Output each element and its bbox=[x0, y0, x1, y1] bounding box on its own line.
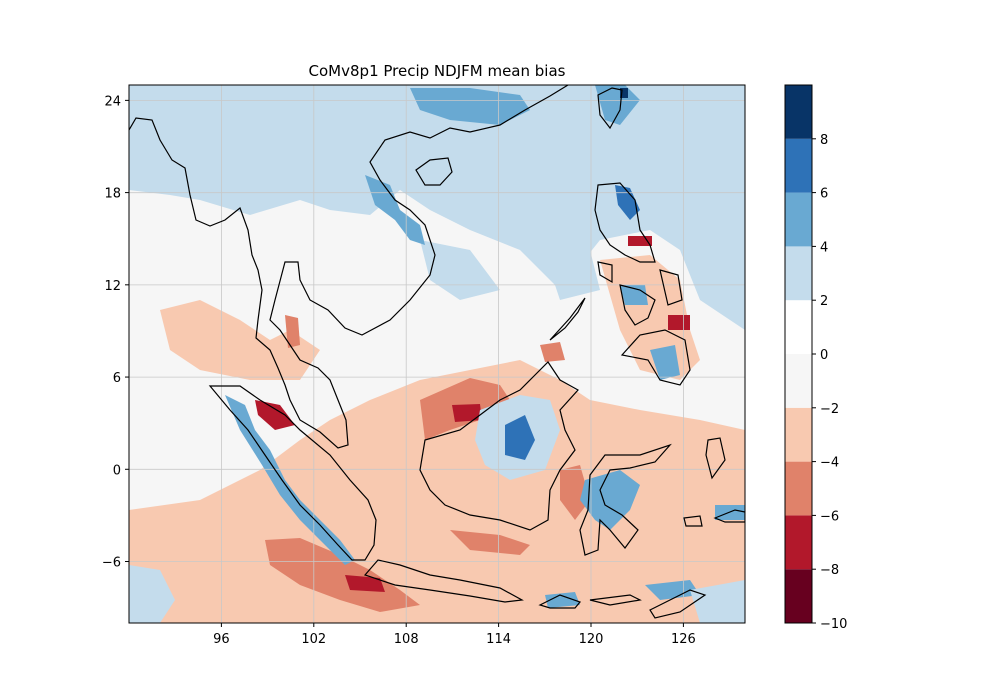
colorbar-tick-label: 2 bbox=[820, 294, 828, 309]
bias-region-negative-very-strong bbox=[668, 315, 690, 330]
coastline-java bbox=[363, 559, 524, 603]
y-axis: −6 0 6 12 18 24 bbox=[102, 94, 129, 571]
x-tick-label: 96 bbox=[213, 632, 230, 647]
coastline-sumatra bbox=[208, 385, 377, 561]
y-tick-label: 24 bbox=[104, 94, 121, 109]
bias-region-positive-strong bbox=[505, 415, 535, 460]
colorbar-band bbox=[785, 407, 812, 462]
y-tick-label: 6 bbox=[113, 371, 121, 386]
bias-region-positive-strong bbox=[225, 395, 355, 565]
colorbar-tick-label: −4 bbox=[820, 456, 839, 471]
x-tick-label: 114 bbox=[486, 632, 511, 647]
bias-region-positive-strong bbox=[645, 580, 700, 600]
bias-region-negative-very-strong bbox=[345, 575, 385, 592]
bias-region-negative-strong bbox=[560, 465, 590, 520]
bias-region-negative bbox=[160, 300, 320, 380]
coastline-visayas bbox=[619, 284, 656, 326]
y-tick-label: 0 bbox=[113, 463, 121, 478]
coastline-halmahera bbox=[705, 437, 726, 480]
coastline-samar bbox=[659, 269, 683, 306]
coastlines bbox=[129, 85, 745, 619]
x-tick-label: 126 bbox=[671, 632, 696, 647]
coastline-mindanao bbox=[620, 329, 691, 386]
colorbar-band bbox=[785, 461, 812, 516]
colorbar-band bbox=[785, 85, 812, 139]
map-frame bbox=[128, 84, 746, 624]
bias-region-positive-strong bbox=[580, 470, 640, 530]
bias-region-negative-very-strong bbox=[628, 236, 652, 246]
bias-region-negative-strong bbox=[540, 342, 565, 362]
x-tick-label: 120 bbox=[579, 632, 604, 647]
colorbar-tick-label: 6 bbox=[820, 187, 828, 202]
colorbar-tick-label: −2 bbox=[820, 402, 839, 417]
coastline-sulawesi bbox=[579, 443, 672, 556]
coastline-sumbawa-flores bbox=[538, 594, 582, 609]
bias-region-positive-strong bbox=[650, 345, 680, 380]
bias-region-negative-strong bbox=[265, 538, 420, 612]
coastline-mindoro bbox=[597, 261, 613, 284]
y-tick-label: 18 bbox=[104, 187, 121, 202]
coastline-timor bbox=[589, 594, 642, 606]
bias-region-positive bbox=[129, 565, 175, 623]
y-tick-label: 12 bbox=[104, 279, 121, 294]
coastline-luzon bbox=[594, 182, 656, 263]
bias-region-north-positive bbox=[545, 250, 600, 300]
coastline-new-guinea bbox=[713, 509, 745, 523]
coastline-mainland bbox=[129, 85, 569, 449]
coastline-palawan bbox=[549, 297, 586, 341]
colorbar-tick-label: −6 bbox=[820, 509, 839, 524]
bias-cell-positive-max bbox=[620, 88, 628, 98]
colorbar-tick-label: 0 bbox=[820, 348, 828, 363]
x-tick-label: 102 bbox=[301, 632, 326, 647]
coastline-timor-east bbox=[649, 589, 707, 619]
bias-region-negative-very-strong bbox=[255, 400, 295, 430]
colorbar-band bbox=[785, 192, 812, 247]
colorbar-band bbox=[785, 300, 812, 354]
bias-region-negative-strong bbox=[450, 530, 530, 555]
colorbar-band bbox=[785, 354, 812, 408]
colorbar-band bbox=[785, 138, 812, 193]
bias-region-positive-strong bbox=[410, 88, 530, 125]
colorbar-band bbox=[785, 569, 812, 623]
coastline-hainan bbox=[415, 157, 453, 186]
colorbar-band bbox=[785, 515, 812, 570]
coastline-seram bbox=[683, 515, 703, 527]
bias-region-positive-strong bbox=[615, 185, 640, 220]
x-tick-label: 108 bbox=[394, 632, 419, 647]
map-panel: 96 102 108 114 120 126 −6 0 6 12 18 24 bbox=[102, 84, 746, 647]
x-axis: 96 102 108 114 120 126 bbox=[213, 623, 696, 647]
coastline-taiwan bbox=[597, 87, 623, 130]
colorbar-tick-label: 8 bbox=[820, 133, 828, 148]
colorbar: −10 −8 −6 −4 −2 0 2 4 6 8 bbox=[784, 84, 847, 632]
colorbar-tick-label: 4 bbox=[820, 240, 828, 255]
map-gridlines bbox=[129, 85, 745, 623]
bias-region-negative-strong bbox=[285, 315, 300, 348]
bias-region-positive-strong bbox=[595, 85, 640, 125]
bias-region-positive bbox=[690, 580, 745, 623]
colorbar-band bbox=[785, 246, 812, 301]
coastline-borneo bbox=[419, 361, 579, 531]
map-title: CoMv8p1 Precip NDJFM mean bias bbox=[309, 62, 566, 80]
colorbar-tick-label: −8 bbox=[820, 563, 839, 578]
y-tick-label: −6 bbox=[102, 556, 121, 571]
bias-region-positive-strong bbox=[545, 592, 580, 608]
colorbar-tick-label: −10 bbox=[820, 617, 847, 632]
bias-region-negative-very-strong bbox=[452, 404, 482, 422]
